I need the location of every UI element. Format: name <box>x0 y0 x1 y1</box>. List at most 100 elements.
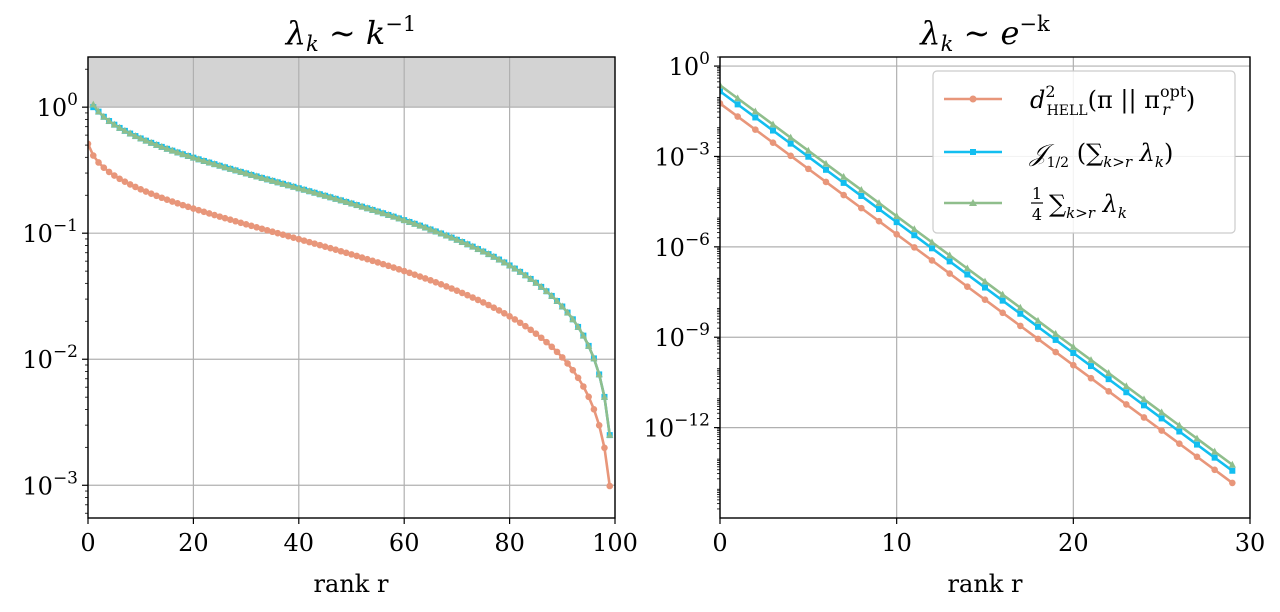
legend-entry-jhalf: 𝒥1/2 (∑k>r λk) <box>944 139 1173 171</box>
left-point-quarter <box>537 282 545 290</box>
left-point-quarter <box>495 255 503 263</box>
left-point-quarter <box>585 341 593 349</box>
left-point-quarter <box>342 197 350 205</box>
right-point-jhalf <box>999 297 1006 304</box>
left-point-quarter <box>263 175 271 183</box>
right-point-jhalf <box>752 114 759 121</box>
left-point-quarter <box>94 107 103 115</box>
right-point-quarter <box>1193 434 1201 442</box>
left-point-hell <box>190 205 197 212</box>
left-point-hell <box>248 222 255 230</box>
right-point-hell <box>981 296 989 304</box>
left-point-hell <box>490 304 498 311</box>
left-point-quarter <box>311 188 319 196</box>
left-x-tick-label: 40 <box>284 529 315 557</box>
right-point-jhalf <box>1194 441 1200 448</box>
left-point-quarter <box>353 201 361 208</box>
right-point-jhalf <box>1052 336 1059 343</box>
left-point-quarter <box>332 194 340 202</box>
left-point-hell <box>416 273 424 280</box>
left-point-hell <box>121 178 129 186</box>
left-point-hell <box>469 294 477 301</box>
legend-fraction-denominator: 4 <box>1032 205 1042 224</box>
right-point-jhalf <box>1035 323 1041 330</box>
right-point-hell <box>1070 361 1077 369</box>
left-point-quarter <box>121 126 129 134</box>
left-x-tick-label: 80 <box>494 529 525 557</box>
right-point-hell <box>752 126 759 133</box>
left-point-quarter <box>363 204 371 212</box>
right-point-jhalf <box>787 140 794 147</box>
left-point-quarter <box>569 315 577 323</box>
legend-marker-hell <box>969 95 977 103</box>
right-point-jhalf <box>858 192 865 199</box>
left-point-hell <box>174 200 181 207</box>
right-point-quarter <box>1034 316 1042 324</box>
left-point-quarter <box>511 264 519 272</box>
right-point-quarter <box>1122 382 1130 390</box>
left-point-hell <box>485 301 492 309</box>
right-point-hell <box>1017 322 1024 330</box>
left-point-hell <box>527 326 534 334</box>
left-axes-frame <box>87 56 616 519</box>
right-point-quarter <box>857 185 865 193</box>
left-point-hell <box>253 223 260 231</box>
left-point-hell <box>216 213 224 220</box>
right-point-hell <box>1158 427 1165 434</box>
left-point-hell <box>369 257 376 265</box>
left-point-quarter <box>521 271 530 279</box>
right-point-jhalf <box>964 271 971 278</box>
left-point-hell <box>532 330 540 337</box>
right-point-hell <box>928 257 936 264</box>
right-point-quarter <box>1140 395 1148 403</box>
left-point-hell <box>169 198 176 205</box>
left-point-quarter <box>411 219 419 227</box>
left-point-hell <box>543 338 550 346</box>
left-x-tick-label: 100 <box>592 529 638 557</box>
left-point-hell <box>390 264 397 271</box>
left-point-quarter <box>200 156 208 164</box>
right-x-axis-label: rank r <box>948 570 1023 598</box>
right-point-jhalf <box>1176 428 1183 435</box>
left-point-quarter <box>337 196 345 204</box>
right-point-jhalf <box>734 101 741 108</box>
left-point-hell <box>316 241 324 249</box>
right-chart-title: λk ∼ e−k <box>918 12 1050 56</box>
left-chart: λk ∼ k−1 0 20 40 60 80 100 100 10−1 10−2 10−3 ran… <box>22 12 638 598</box>
right-point-jhalf <box>770 127 776 134</box>
legend-marker-jhalf <box>970 149 976 155</box>
left-point-hell <box>427 277 434 284</box>
left-point-quarter <box>131 132 140 139</box>
left-point-hell <box>595 422 603 429</box>
left-point-hell <box>274 229 282 237</box>
right-point-hell <box>1176 440 1183 447</box>
left-point-hell <box>284 232 292 240</box>
left-x-tick-label: 20 <box>178 529 209 557</box>
left-point-hell <box>601 444 608 452</box>
left-point-hell <box>574 374 582 382</box>
left-point-quarter <box>590 354 598 362</box>
right-point-quarter <box>1087 356 1095 363</box>
right-point-quarter <box>1175 421 1183 429</box>
left-point-quarter <box>458 238 466 245</box>
left-y-tick-label: 10−1 <box>22 216 78 248</box>
left-point-hell <box>263 226 271 234</box>
right-point-jhalf <box>805 153 812 160</box>
right-point-hell <box>822 178 830 186</box>
left-point-hell <box>553 348 561 356</box>
left-point-quarter <box>542 287 551 295</box>
left-point-quarter <box>463 240 472 248</box>
right-point-hell <box>1193 453 1201 461</box>
left-point-hell <box>374 259 382 266</box>
left-point-hell <box>448 285 455 292</box>
left-point-quarter <box>474 245 482 252</box>
left-point-quarter <box>527 274 535 282</box>
left-shaded-region <box>88 57 615 108</box>
legend-label-hell: d2 HELL(π || πopt r) <box>1030 82 1195 119</box>
left-point-hell <box>279 231 287 238</box>
left-point-quarter <box>226 164 234 172</box>
left-point-quarter <box>110 120 118 128</box>
right-point-hell <box>911 244 918 251</box>
left-point-hell <box>327 244 334 252</box>
